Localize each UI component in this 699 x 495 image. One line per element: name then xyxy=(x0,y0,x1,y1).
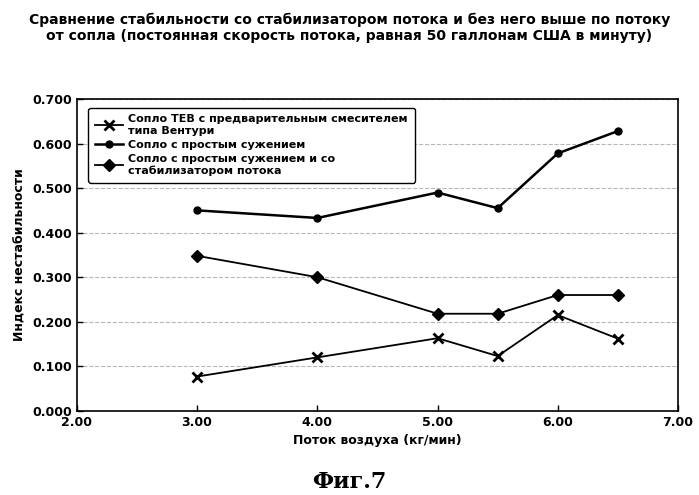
Y-axis label: Индекс нестабильности: Индекс нестабильности xyxy=(14,169,27,341)
Text: Сравнение стабильности со стабилизатором потока и без него выше по потоку
от соп: Сравнение стабильности со стабилизатором… xyxy=(29,12,670,43)
Text: Фиг.7: Фиг.7 xyxy=(312,471,387,493)
X-axis label: Поток воздуха (кг/мин): Поток воздуха (кг/мин) xyxy=(293,434,462,447)
Legend: Сопло ТЕВ с предварительным смесителем
типа Вентури, Сопло с простым сужением, С: Сопло ТЕВ с предварительным смесителем т… xyxy=(89,108,415,183)
